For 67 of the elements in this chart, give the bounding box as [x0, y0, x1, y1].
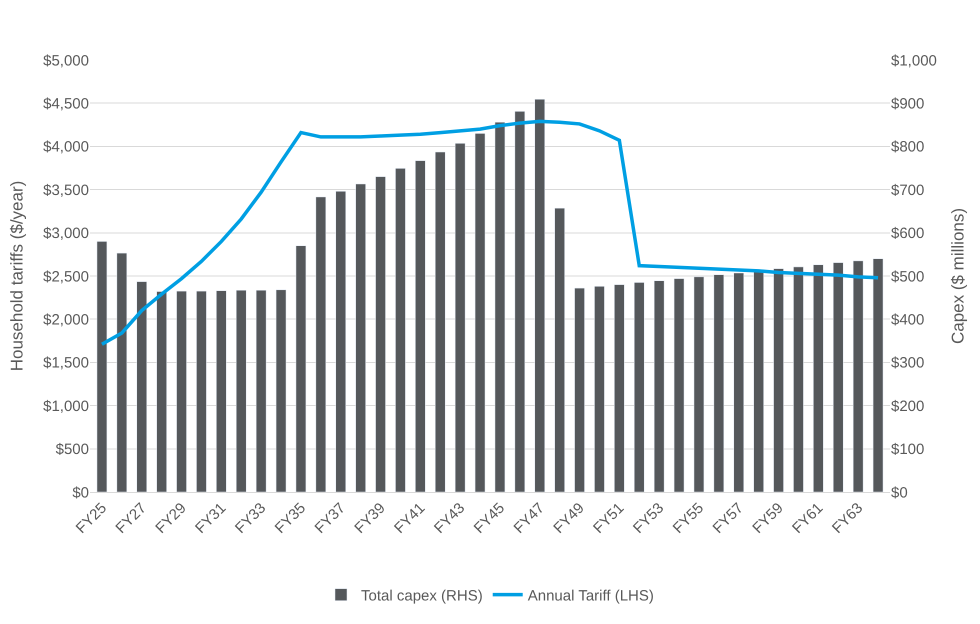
bar — [196, 290, 207, 492]
bar — [813, 264, 824, 492]
y2-tick-label: $900 — [891, 95, 924, 112]
bar — [236, 290, 246, 492]
bar — [734, 272, 744, 492]
y2-tick-label: $100 — [891, 441, 924, 458]
bar — [594, 286, 605, 492]
bar — [454, 143, 466, 492]
bar — [336, 191, 346, 492]
bar — [514, 111, 526, 492]
bar — [634, 282, 644, 492]
legend-label: Annual Tariff (LHS) — [528, 588, 654, 604]
y2-tick-label: $500 — [891, 268, 924, 286]
bar — [793, 266, 804, 492]
bar — [833, 262, 844, 492]
bar — [395, 168, 406, 492]
bar — [216, 290, 227, 492]
bar — [136, 281, 147, 492]
legend-label: Total capex (RHS) — [361, 588, 483, 604]
y-axis-title: Household tariffs ($/year) — [8, 180, 27, 372]
bar — [156, 291, 167, 492]
y2-tick-label: $1,000 — [891, 52, 937, 70]
bar — [316, 196, 326, 492]
y2-axis-title: Capex ($ millions) — [948, 208, 968, 344]
bar — [574, 288, 585, 492]
bar — [694, 276, 704, 492]
y-tick-label: $5,000 — [43, 52, 89, 70]
bar — [654, 280, 664, 492]
y-tick-label: $0 — [72, 484, 89, 502]
bar — [474, 133, 486, 492]
y2-tick-label: $600 — [891, 225, 924, 242]
bar — [176, 290, 187, 492]
bar — [494, 122, 506, 492]
bar — [435, 152, 446, 492]
bar — [534, 99, 545, 492]
bar — [116, 252, 128, 492]
bar — [355, 184, 366, 492]
bar — [714, 274, 724, 492]
y2-tick-label: $200 — [891, 398, 924, 415]
y-tick-label: $500 — [56, 441, 89, 458]
y2-tick-label: $800 — [891, 138, 924, 156]
y-tick-label: $4,000 — [43, 138, 89, 156]
bar — [753, 270, 764, 492]
bar — [872, 258, 884, 492]
bar — [415, 160, 426, 492]
y2-tick-label: $0 — [891, 484, 908, 502]
bar — [276, 290, 286, 492]
bar — [852, 260, 864, 492]
bar — [554, 208, 565, 492]
y-tick-label: $1,000 — [43, 398, 89, 415]
y-tick-label: $2,000 — [43, 311, 89, 328]
bar — [256, 290, 266, 492]
line-series — [100, 120, 880, 346]
y2-tick-label: $700 — [891, 182, 924, 199]
bar — [773, 268, 784, 492]
y2-tick-label: $400 — [891, 311, 924, 328]
bar — [296, 246, 306, 492]
y-tick-label: $2,500 — [43, 268, 89, 286]
y-tick-label: $3,500 — [43, 182, 89, 199]
y-tick-label: $1,500 — [43, 354, 89, 372]
bar — [375, 176, 386, 492]
y-tick-label: $3,000 — [43, 225, 89, 242]
bar — [674, 278, 684, 492]
bar — [96, 241, 108, 492]
bar — [614, 284, 625, 492]
y-tick-label: $4,500 — [43, 95, 89, 112]
y2-tick-label: $300 — [891, 354, 924, 372]
